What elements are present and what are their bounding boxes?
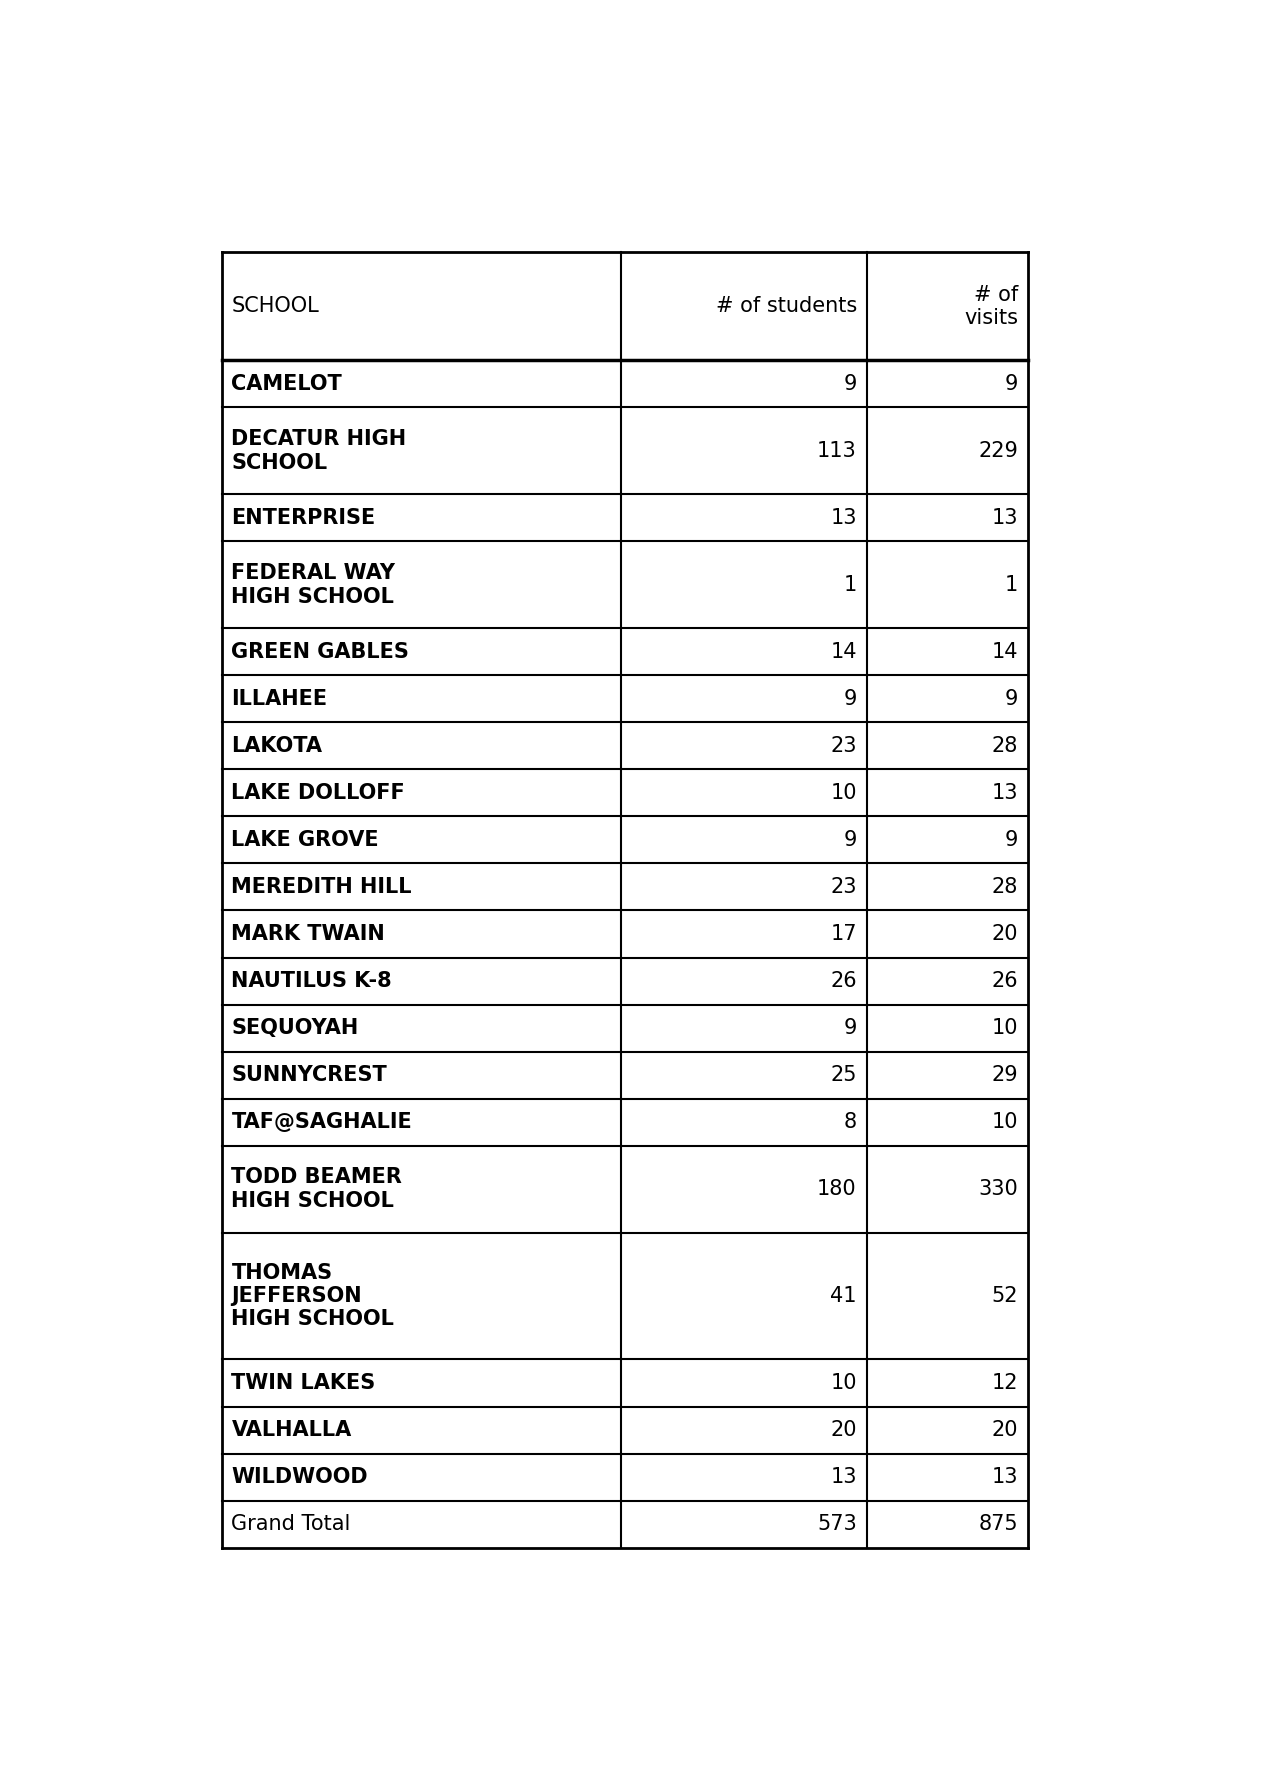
Text: 180: 180	[817, 1180, 856, 1199]
Text: 9: 9	[1005, 374, 1018, 394]
Bar	[221, 253, 1028, 1547]
Text: FEDERAL WAY
HIGH SCHOOL: FEDERAL WAY HIGH SCHOOL	[232, 563, 396, 606]
Text: 13: 13	[992, 1467, 1018, 1486]
Text: LAKE GROVE: LAKE GROVE	[232, 830, 379, 850]
Text: TODD BEAMER
HIGH SCHOOL: TODD BEAMER HIGH SCHOOL	[232, 1167, 402, 1210]
Text: 9: 9	[844, 830, 856, 850]
Text: 9: 9	[844, 690, 856, 709]
Text: 9: 9	[1005, 690, 1018, 709]
Text: SEQUOYAH: SEQUOYAH	[232, 1018, 358, 1039]
Text: 10: 10	[992, 1112, 1018, 1132]
Text: 9: 9	[1005, 830, 1018, 850]
Text: 13: 13	[992, 782, 1018, 804]
Text: 28: 28	[992, 877, 1018, 896]
Text: 29: 29	[992, 1066, 1018, 1085]
Text: VALHALLA: VALHALLA	[232, 1420, 352, 1440]
Text: 14: 14	[831, 642, 856, 661]
Text: TWIN LAKES: TWIN LAKES	[232, 1372, 375, 1394]
Text: 330: 330	[978, 1180, 1018, 1199]
Text: GREEN GABLES: GREEN GABLES	[232, 642, 410, 661]
Text: 20: 20	[831, 1420, 856, 1440]
Text: 10: 10	[831, 782, 856, 804]
Text: THOMAS
JEFFERSON
HIGH SCHOOL: THOMAS JEFFERSON HIGH SCHOOL	[232, 1263, 394, 1329]
Text: 23: 23	[831, 736, 856, 756]
Text: 573: 573	[817, 1515, 856, 1534]
Text: 26: 26	[831, 971, 856, 991]
Text: 14: 14	[992, 642, 1018, 661]
Text: 23: 23	[831, 877, 856, 896]
Text: WILDWOOD: WILDWOOD	[232, 1467, 369, 1486]
Text: # of students: # of students	[716, 296, 856, 317]
Text: CAMELOT: CAMELOT	[232, 374, 342, 394]
Text: 17: 17	[831, 925, 856, 944]
Text: SCHOOL: SCHOOL	[232, 296, 319, 317]
Text: 229: 229	[978, 440, 1018, 462]
Text: 13: 13	[831, 508, 856, 527]
Text: 20: 20	[992, 925, 1018, 944]
Text: MARK TWAIN: MARK TWAIN	[232, 925, 385, 944]
Text: 13: 13	[992, 508, 1018, 527]
Text: 1: 1	[1005, 576, 1018, 595]
Text: # of
visits: # of visits	[964, 285, 1018, 328]
Text: DECATUR HIGH
SCHOOL: DECATUR HIGH SCHOOL	[232, 429, 407, 472]
Text: 875: 875	[978, 1515, 1018, 1534]
Text: 8: 8	[844, 1112, 856, 1132]
Text: 52: 52	[992, 1287, 1018, 1306]
Text: 13: 13	[831, 1467, 856, 1486]
Text: 9: 9	[844, 1018, 856, 1039]
Text: MEREDITH HILL: MEREDITH HILL	[232, 877, 412, 896]
Text: 26: 26	[992, 971, 1018, 991]
Text: 10: 10	[831, 1372, 856, 1394]
Text: SUNNYCREST: SUNNYCREST	[232, 1066, 387, 1085]
Text: 1: 1	[844, 576, 856, 595]
Text: 28: 28	[992, 736, 1018, 756]
Text: TAF@SAGHALIE: TAF@SAGHALIE	[232, 1112, 412, 1132]
Text: LAKE DOLLOFF: LAKE DOLLOFF	[232, 782, 406, 804]
Text: 25: 25	[831, 1066, 856, 1085]
Text: 20: 20	[992, 1420, 1018, 1440]
Text: 10: 10	[992, 1018, 1018, 1039]
Text: 41: 41	[831, 1287, 856, 1306]
Text: 113: 113	[817, 440, 856, 462]
Text: 9: 9	[844, 374, 856, 394]
Text: 12: 12	[992, 1372, 1018, 1394]
Text: ILLAHEE: ILLAHEE	[232, 690, 328, 709]
Text: Grand Total: Grand Total	[232, 1515, 351, 1534]
Text: ENTERPRISE: ENTERPRISE	[232, 508, 375, 527]
Text: NAUTILUS K-8: NAUTILUS K-8	[232, 971, 392, 991]
Text: LAKOTA: LAKOTA	[232, 736, 323, 756]
